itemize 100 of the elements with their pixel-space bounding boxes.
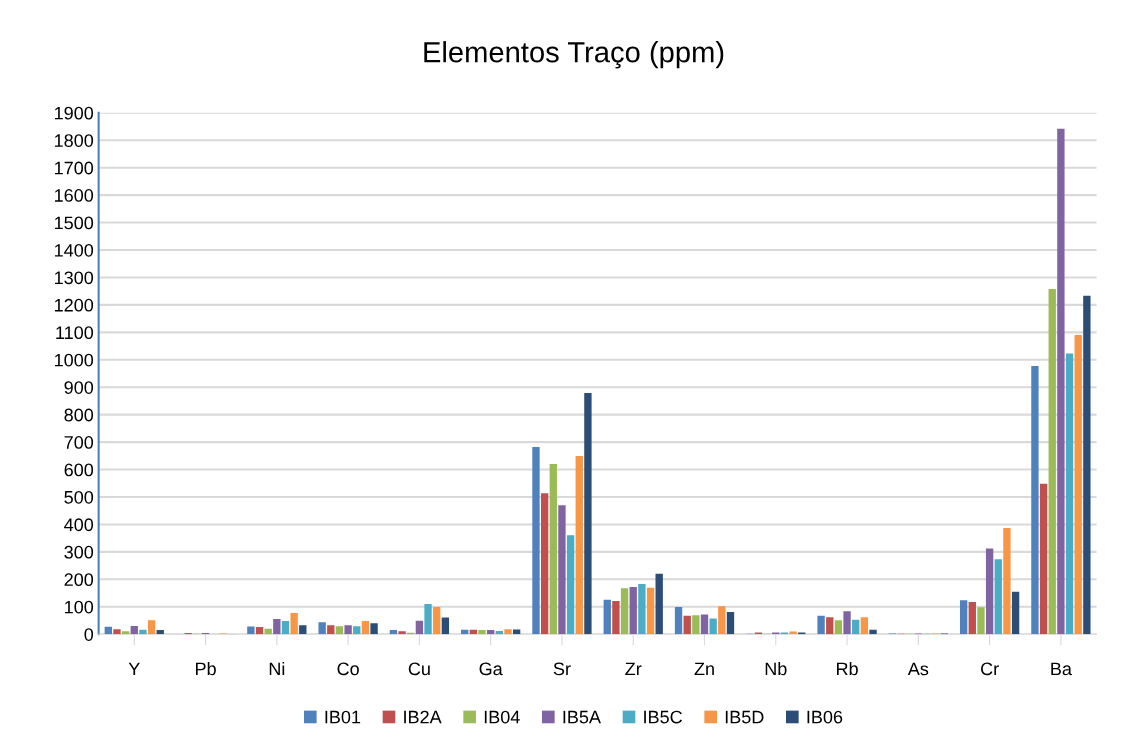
- bar: [335, 626, 344, 635]
- bar: [147, 620, 156, 635]
- bar: [700, 614, 709, 635]
- bar: [424, 604, 432, 635]
- legend-label: IB06: [807, 710, 843, 724]
- bar: [575, 456, 583, 635]
- bar: [415, 620, 424, 635]
- x-tick-label: Y: [128, 662, 140, 676]
- bar: [299, 625, 307, 635]
- y-tick-label: 1400: [55, 243, 94, 257]
- bar: [361, 621, 370, 635]
- y-tick-label: 900: [64, 381, 94, 394]
- bar: [629, 587, 637, 635]
- bar: [273, 619, 281, 635]
- x-tick-label: Ni: [269, 661, 285, 676]
- bar: [834, 620, 843, 635]
- bar: [683, 615, 691, 635]
- y-tick-label: 800: [64, 408, 94, 422]
- bar: [1074, 335, 1082, 635]
- bar: [638, 583, 646, 635]
- y-tick-label: 1600: [55, 189, 94, 202]
- bar: [433, 607, 441, 635]
- x-tick-label: Ba: [1051, 662, 1072, 676]
- bar: [646, 587, 655, 635]
- bar: [584, 392, 592, 635]
- bar: [558, 505, 566, 635]
- bar: [441, 617, 450, 635]
- y-tick-label: 1200: [55, 298, 94, 312]
- legend-label: IB5C: [644, 710, 682, 724]
- bar: [290, 613, 298, 635]
- x-tick-label: Sr: [553, 662, 571, 676]
- y-tick-label: 200: [64, 573, 94, 587]
- bar: [709, 618, 717, 635]
- bar: [603, 599, 611, 635]
- bar: [789, 631, 797, 635]
- x-tick-label: Ga: [479, 662, 503, 676]
- bar: [344, 625, 352, 635]
- bar: [860, 617, 869, 635]
- bar: [532, 447, 540, 635]
- y-tick-label: 1700: [55, 161, 94, 175]
- x-tick-label: As: [907, 662, 929, 676]
- bar: [281, 621, 290, 635]
- bar: [478, 630, 486, 635]
- y-tick-label: 0: [84, 628, 94, 641]
- bar: [130, 625, 138, 635]
- y-tick-label: 1800: [55, 134, 94, 147]
- bar: [353, 626, 361, 635]
- y-tick-label: 700: [64, 436, 94, 449]
- y-tick-label: 1300: [55, 271, 94, 285]
- bar: [370, 623, 378, 635]
- bar: [1083, 295, 1091, 635]
- x-tick-label: Nb: [765, 661, 787, 676]
- legend-label: IB04: [484, 710, 520, 724]
- x-tick-label: Cr: [981, 662, 999, 676]
- bar: [817, 615, 825, 635]
- bar: [674, 607, 683, 635]
- bar: [1003, 528, 1011, 635]
- y-tick-label: 400: [64, 518, 94, 532]
- bar: [139, 629, 147, 635]
- y-tick-label: 500: [64, 490, 94, 504]
- bar: [977, 607, 985, 635]
- bar: [826, 617, 834, 635]
- bar: [852, 619, 860, 635]
- bar: [612, 601, 620, 635]
- bar: [1057, 128, 1065, 635]
- bar: [318, 622, 326, 635]
- bar: [156, 630, 164, 635]
- bar: [1065, 353, 1074, 635]
- bar: [1048, 288, 1056, 635]
- x-tick-label: Co: [337, 662, 359, 676]
- bar: [504, 629, 512, 635]
- legend-label: IB5A: [563, 710, 601, 724]
- legend-label: IB5D: [725, 710, 764, 724]
- bar: [389, 630, 398, 635]
- y-tick-label: 1500: [55, 216, 94, 230]
- bar: [566, 535, 575, 635]
- bar: [726, 611, 735, 635]
- bar: [869, 629, 877, 635]
- x-tick-label: Pb: [196, 661, 216, 676]
- bar: [1011, 591, 1020, 635]
- y-tick-label: 600: [64, 463, 94, 477]
- bar: [843, 611, 851, 635]
- bar: [692, 615, 700, 635]
- legend-label: IB01: [325, 710, 361, 724]
- bar: [113, 629, 121, 635]
- bar: [718, 606, 726, 635]
- bar: [121, 631, 130, 635]
- bar: [985, 548, 994, 635]
- bar: [398, 631, 406, 635]
- bar: [540, 493, 549, 635]
- x-tick-label: Cu: [408, 662, 430, 676]
- y-tick-label: 1000: [55, 353, 94, 367]
- legend-label: IB2A: [404, 710, 442, 724]
- bar: [655, 573, 663, 635]
- x-tick-label: Zn: [694, 662, 714, 676]
- bar: [959, 600, 968, 635]
- y-tick-label: 1900: [55, 106, 94, 120]
- bar: [247, 626, 255, 635]
- bar: [620, 588, 629, 635]
- x-tick-label: Rb: [837, 661, 858, 676]
